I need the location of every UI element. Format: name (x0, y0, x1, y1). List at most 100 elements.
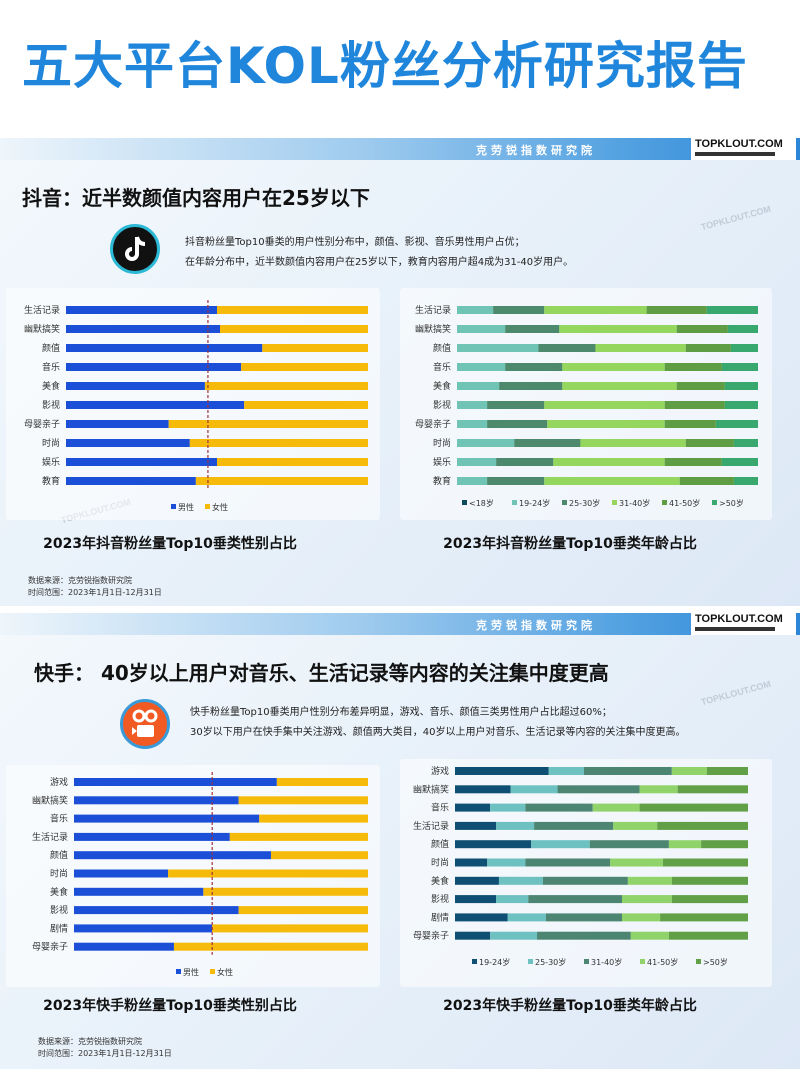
institute-label: 克劳锐指数研究院 (476, 144, 596, 157)
watermark: TOPKLOUT.COM (699, 203, 772, 233)
legend-label: >50岁 (703, 957, 728, 967)
bar-segment (455, 876, 499, 885)
bar-segment (66, 363, 242, 371)
bar-segment (74, 778, 277, 786)
bar-segment (562, 382, 677, 390)
bar-segment (677, 785, 748, 794)
bar-segment (457, 344, 539, 352)
bar-segment (622, 913, 661, 922)
bar-segment (455, 858, 488, 867)
bar-segment (583, 767, 672, 775)
category-label: 母婴亲子 (415, 418, 451, 430)
bar-segment (457, 458, 497, 466)
category-label: 时尚 (50, 868, 68, 880)
category-label: 音乐 (42, 361, 60, 373)
category-label: 美食 (431, 875, 449, 887)
category-label: 娱乐 (433, 456, 451, 468)
bar-segment (613, 821, 658, 830)
bar-segment (168, 420, 368, 428)
bar-segment (457, 439, 515, 447)
bar-segment (547, 420, 665, 428)
bar-segment (721, 363, 758, 371)
category-label: 生活记录 (415, 304, 451, 316)
category-label: 影视 (50, 904, 68, 916)
legend-swatch (176, 969, 181, 974)
bar-segment (537, 931, 631, 940)
douyin-logo-icon (110, 224, 160, 274)
bar-segment (276, 778, 368, 786)
bar-segment (525, 858, 611, 867)
bar-segment (685, 344, 731, 352)
bar-segment (457, 420, 488, 428)
bar-segment (496, 458, 554, 466)
bar-segment (189, 439, 368, 447)
bar-segment (727, 325, 758, 333)
douyin-section: 克劳锐指数研究院 TOPKLOUT.COM TOPKLOUT.COM TOPKL… (0, 138, 800, 606)
bar-segment (487, 401, 545, 409)
bar-segment (66, 439, 190, 447)
data-source: 数据来源：克劳锐指数研究院 时间范围：2023年1月1日-12月31日 (28, 576, 162, 597)
header-band: 克劳锐指数研究院 TOPKLOUT.COM (0, 138, 800, 160)
chart-gender-douyin: 生活记录 幽默搞笑 颜值 音乐 美食 影视 母婴亲子 时尚 娱乐 教育 男性 女性 (6, 288, 380, 520)
bar-segment (664, 458, 722, 466)
bar-segment (507, 913, 546, 922)
bar-segment (244, 401, 368, 409)
bar-segment (455, 913, 508, 922)
bar-segment (455, 803, 491, 812)
bar-segment (66, 401, 245, 409)
category-label: 美食 (42, 380, 60, 392)
legend-label: >50岁 (719, 498, 744, 508)
legend-label: <18岁 (469, 498, 494, 508)
category-label: 教育 (433, 475, 451, 487)
category-label: 游戏 (431, 765, 449, 777)
legend-label: 19-24岁 (519, 498, 550, 508)
kuaishou-logo-icon (120, 699, 170, 749)
legend-label: 25-30岁 (569, 498, 600, 508)
legend-swatch (584, 959, 589, 964)
bar-segment (671, 767, 707, 775)
category-label: 剧情 (431, 911, 449, 923)
bar-segment (676, 382, 725, 390)
bar-segment (457, 363, 506, 371)
bar-segment (66, 344, 263, 352)
bar-segment (660, 913, 748, 922)
chart-title: 2023年快手粉丝量Top10垂类性别占比 (43, 998, 297, 1014)
header-band: 克劳锐指数研究院 TOPKLOUT.COM (0, 613, 800, 635)
category-label: 母婴亲子 (413, 930, 449, 942)
category-label: 幽默搞笑 (415, 323, 451, 335)
bar-segment (203, 887, 368, 896)
bar-segment (487, 420, 548, 428)
bar-segment (455, 840, 532, 849)
category-label: 剧情 (50, 922, 68, 934)
bar-segment (545, 913, 623, 922)
chart-age-kuaishou: 游戏 幽默搞笑 音乐 生活记录 颜值 时尚 美食 影视 剧情 母婴亲子 19-24岁 25-30岁 31… (400, 759, 772, 987)
category-label: 生活记录 (32, 831, 68, 843)
chart-title: 2023年抖音粉丝量Top10垂类性别占比 (43, 536, 297, 552)
bar-segment (74, 796, 239, 805)
bar-segment (498, 876, 543, 885)
bar-segment (74, 942, 174, 951)
bar-segment (238, 796, 368, 805)
bar-segment (74, 924, 213, 933)
legend-swatch (612, 500, 617, 505)
bar-segment (259, 814, 368, 823)
bar-segment (671, 876, 748, 885)
bar-segment (610, 858, 664, 867)
bar-segment (538, 344, 596, 352)
bar-segment (168, 869, 368, 878)
bar-segment (487, 858, 526, 867)
bar-segment (657, 821, 748, 830)
chart-title: 2023年快手粉丝量Top10垂类年龄占比 (443, 998, 697, 1014)
legend-label: 男性 (183, 967, 199, 977)
bar-segment (557, 785, 640, 794)
category-label: 时尚 (431, 857, 449, 869)
bar-segment (455, 785, 511, 794)
bar-segment (457, 306, 494, 314)
bar-segment (66, 458, 217, 466)
bar-segment (639, 785, 678, 794)
bar-segment (528, 895, 623, 904)
bar-segment (455, 895, 497, 904)
bar-segment (721, 458, 758, 466)
chart-gender-kuaishou: 游戏 幽默搞笑 音乐 生活记录 颜值 时尚 美食 影视 剧情 母婴亲子 男性 女性 (6, 765, 380, 987)
category-label: 颜值 (42, 342, 60, 354)
